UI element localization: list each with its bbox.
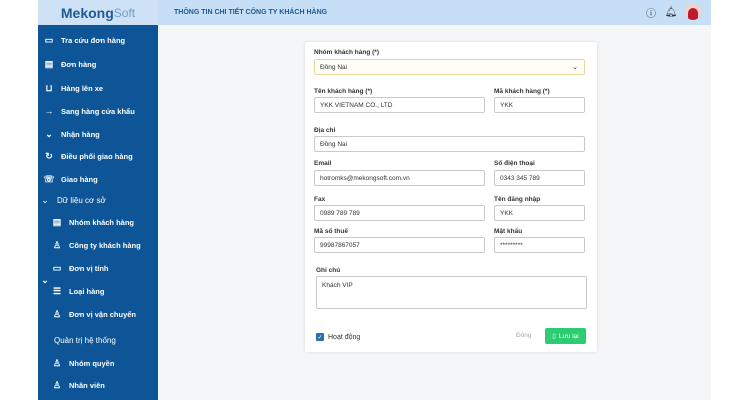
sidebar-item-cong-ty[interactable]: ♙ Công ty khách hàng — [52, 240, 141, 250]
arrow-right-icon: → — [44, 106, 54, 116]
sidebar-item-label: Quản trị hệ thống — [54, 336, 116, 345]
sidebar-item-label: Đơn vị vận chuyển — [69, 309, 137, 319]
sidebar-item-dieu-phoi[interactable]: ↻ Điều phối giao hàng — [44, 150, 133, 161]
sidebar-item-label: Loại hàng — [69, 286, 105, 296]
chevron-down-icon: ⌄ — [41, 194, 49, 205]
sidebar-item-label: Điều phối giao hàng — [61, 151, 133, 161]
group-value: Đồng Nai — [320, 63, 348, 71]
page-title: THÔNG TIN CHI TIẾT CÔNG TY KHÁCH HÀNG — [174, 9, 328, 16]
username-input[interactable]: YKK — [494, 205, 585, 221]
code-label: Mã khách hàng (*) — [494, 88, 550, 95]
sidebar-item-giao-hang[interactable]: ☏ Giao hàng — [43, 173, 98, 184]
sidebar-item-nhom-khach-hang[interactable]: ▤ Nhóm khách hàng — [52, 217, 134, 227]
active-label: Hoạt động — [328, 333, 361, 341]
password-label: Mật khẩu — [494, 228, 523, 235]
sidebar-item-label: Hàng lên xe — [61, 83, 104, 93]
fax-label: Fax — [314, 196, 326, 203]
address-input[interactable]: Đồng Nai — [314, 136, 585, 152]
chevron-down-icon[interactable]: ⌄ — [41, 274, 49, 285]
sidebar-group-quan-tri[interactable]: Quản trị hệ thống — [54, 336, 116, 345]
sidebar-item-don-hang[interactable]: ▤ Đơn hàng — [44, 58, 97, 69]
logo[interactable]: Mekong Soft — [38, 0, 158, 25]
sidebar-item-don-vi-tinh[interactable]: ▭ Đơn vị tính — [52, 263, 109, 273]
email-label: Email — [314, 160, 332, 167]
sidebar-item-label: Công ty khách hàng — [69, 240, 141, 250]
save-label: Lưu lại — [558, 332, 579, 340]
bell-icon[interactable]: 🔔︎ — [664, 6, 678, 18]
header: THÔNG TIN CHI TIẾT CÔNG TY KHÁCH HÀNG ⓘ … — [158, 0, 711, 25]
note-label: Ghi chú — [316, 267, 341, 274]
note-textarea[interactable]: Khách VIP — [316, 276, 587, 309]
receipt-icon: ▤ — [52, 216, 62, 227]
close-button[interactable]: Đóng — [516, 332, 532, 339]
sidebar-item-tra-cuu[interactable]: ▭ Tra cứu đơn hàng — [44, 35, 125, 45]
sidebar-item-nhan-hang[interactable]: ⌄ Nhận hàng — [44, 129, 100, 139]
receipt-icon: ▤ — [44, 58, 54, 69]
app: Mekong Soft THÔNG TIN CHI TIẾT CÔNG TY KH… — [38, 0, 711, 400]
sidebar-item-loai-hang[interactable]: ☰ Loại hàng — [52, 286, 104, 296]
logo-text-light: Soft — [113, 5, 136, 20]
phone-icon: ☏ — [43, 173, 55, 184]
folder-icon: ▭ — [52, 262, 62, 273]
sidebar-item-label: Đơn vị tính — [69, 263, 109, 273]
group-select[interactable]: Đồng Nai ⌄ — [314, 59, 585, 75]
sidebar-item-hang-len-xe[interactable]: ⊔ Hàng lên xe — [44, 83, 103, 93]
sidebar-item-label: Giao hàng — [61, 174, 98, 184]
group-label: Nhóm khách hàng (*) — [314, 49, 380, 56]
sidebar-item-label: Nhận hàng — [61, 129, 100, 139]
check-icon: ✓ — [316, 333, 324, 341]
sidebar-item-nhom-quyen[interactable]: ♙ Nhóm quyền — [52, 358, 114, 368]
archive-icon: ▭ — [44, 34, 54, 45]
sidebar: ▭ Tra cứu đơn hàng ▤ Đơn hàng ⊔ Hàng lên xe… — [38, 25, 158, 400]
sidebar-item-label: Nhóm quyền — [69, 358, 115, 368]
phone-input[interactable]: 0343 345 789 — [494, 170, 585, 186]
save-button[interactable]: ▯ Lưu lại — [545, 328, 586, 344]
sidebar-item-sang-hang[interactable]: → Sang hàng cửa khẩu — [44, 106, 135, 116]
menu-icon: ☰ — [52, 285, 62, 296]
sidebar-item-label: Tra cứu đơn hàng — [61, 35, 126, 45]
email-input[interactable]: hotromks@mekongsoft.com.vn — [314, 170, 485, 186]
fax-input[interactable]: 0989 789 789 — [314, 205, 485, 221]
sidebar-item-label: Nhân viên — [69, 380, 105, 390]
name-input[interactable]: YKK VIETNAM CO., LTD — [314, 97, 485, 113]
customer-form: Nhóm khách hàng (*) Đồng Nai ⌄ Tên khách … — [305, 42, 597, 352]
chevron-down-icon: ⌄ — [572, 64, 578, 71]
logo-text: Mekong — [60, 4, 114, 21]
address-label: Địa chỉ — [314, 127, 336, 134]
cart-icon: ⊔ — [45, 82, 53, 93]
user-icon: ♙ — [52, 239, 62, 250]
refresh-icon: ↻ — [45, 150, 53, 161]
tax-label: Mã số thuế — [314, 228, 348, 235]
active-checkbox[interactable]: ✓ Hoạt động — [316, 333, 360, 341]
user-icon: ♙ — [52, 308, 62, 319]
password-input[interactable]: ********* — [494, 237, 585, 253]
code-input[interactable]: YKK — [494, 97, 585, 113]
users-icon: ♙ — [52, 357, 62, 368]
sidebar-item-label: Nhóm khách hàng — [69, 217, 135, 227]
file-icon: ▯ — [552, 333, 556, 340]
tax-input[interactable]: 99987867057 — [314, 237, 485, 253]
chevron-down-icon: ⌄ — [45, 128, 53, 139]
sidebar-group-du-lieu[interactable]: ⌄ Dữ liệu cơ sở — [40, 195, 106, 205]
sidebar-item-label: Sang hàng cửa khẩu — [61, 106, 135, 116]
username-label: Tên đăng nhập — [494, 196, 541, 203]
sidebar-item-nhan-vien[interactable]: ♙ Nhân viên — [52, 380, 105, 390]
sidebar-item-don-vi-van-chuyen[interactable]: ♙ Đơn vị vận chuyển — [52, 309, 136, 319]
avatar[interactable] — [685, 4, 701, 20]
sidebar-item-label: Đơn hàng — [61, 59, 97, 69]
name-label: Tên khách hàng (*) — [314, 88, 373, 95]
sidebar-item-label: Dữ liệu cơ sở — [57, 195, 106, 205]
phone-label: Số điện thoại — [494, 160, 535, 167]
user-icon: ♙ — [52, 379, 62, 390]
help-icon[interactable]: ⓘ — [646, 8, 656, 20]
